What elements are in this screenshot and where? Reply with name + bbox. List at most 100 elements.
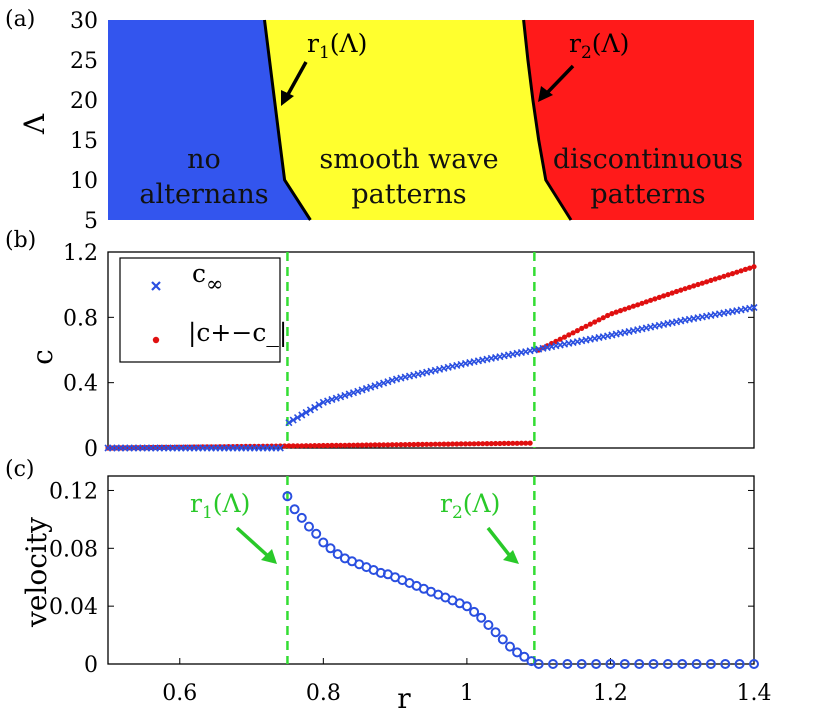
boundary-r1-base: r xyxy=(307,29,319,58)
c-diff-point xyxy=(643,299,649,305)
c-inf-point-stroke xyxy=(440,364,448,372)
c-diff-point xyxy=(325,442,331,449)
c-diff-point xyxy=(411,441,417,448)
c-inf-point-stroke xyxy=(612,330,620,338)
panel-b-ylabel: c xyxy=(26,349,59,365)
c-inf-point-stroke xyxy=(371,382,379,390)
boundary-r1-arrowhead xyxy=(281,90,294,106)
c-inf-point-stroke xyxy=(548,343,556,351)
c-inf-point-stroke xyxy=(380,379,388,387)
c-inf-point xyxy=(293,414,302,422)
panel-b-label: (b) xyxy=(5,228,36,253)
boundary-r1-sub: 1 xyxy=(319,43,330,63)
c-diff-point xyxy=(307,443,313,449)
boundary-r2-base: r xyxy=(569,29,581,58)
velocity-point xyxy=(505,641,515,652)
c-inf-point-stroke xyxy=(401,373,409,381)
c-diff-point xyxy=(437,441,443,447)
c-inf-point-stroke xyxy=(354,387,362,395)
panel-c-series xyxy=(282,491,759,669)
c-inf-point-stroke xyxy=(715,310,724,318)
c-inf-point-stroke xyxy=(453,361,461,369)
panel-c-xtick: 0.6 xyxy=(162,681,197,706)
c-inf-point-stroke xyxy=(586,335,594,343)
c-inf-point-stroke xyxy=(311,403,319,411)
c-inf-point-stroke xyxy=(483,355,491,363)
panel-c-x-ticks: 0.6 0.8 1 1.2 1.4 xyxy=(162,658,772,706)
panel-c-label: (c) xyxy=(5,457,35,482)
c-inf-point xyxy=(276,444,284,452)
velocity-point xyxy=(469,606,480,617)
c-diff-point xyxy=(355,442,361,448)
c-diff-point xyxy=(458,441,464,447)
panel-b-series xyxy=(104,264,758,452)
c-diff-point xyxy=(751,264,757,270)
c-diff-point xyxy=(316,443,322,449)
legend-marker-dot xyxy=(152,336,160,344)
annotation-r2-base: r xyxy=(440,489,452,518)
region-2-line-2: patterns xyxy=(351,179,466,210)
velocity-point xyxy=(490,627,501,638)
c-inf-point-stroke xyxy=(423,368,431,376)
c-inf-point-stroke xyxy=(535,345,543,353)
c-inf-point-stroke xyxy=(405,372,414,380)
c-diff-point xyxy=(320,442,326,449)
region-label-smooth-wave: smooth wave patterns xyxy=(319,144,498,210)
velocity-point xyxy=(483,620,494,630)
annotation-r2-sub: 2 xyxy=(452,503,463,523)
c-inf-point-stroke xyxy=(384,378,392,386)
c-diff-point xyxy=(402,442,408,448)
velocity-point xyxy=(311,528,322,539)
c-diff-point xyxy=(639,300,645,306)
c-diff-point xyxy=(699,280,705,286)
c-diff-point xyxy=(656,294,662,300)
c-inf-point-stroke xyxy=(349,389,358,397)
c-diff-point xyxy=(480,441,486,447)
boundary-r2-sub: 2 xyxy=(581,43,592,63)
boundary-r2-curve xyxy=(522,19,573,221)
c-inf-point-stroke xyxy=(298,411,306,419)
annotation-r1-arrowhead xyxy=(261,549,277,564)
annotation-r2: r2(Λ) xyxy=(440,489,519,564)
c-diff-point xyxy=(716,275,723,281)
velocity-point xyxy=(332,549,343,560)
boundary-r2-arrowhead xyxy=(538,86,553,102)
c-inf-point-stroke xyxy=(625,327,633,336)
velocity-point xyxy=(289,504,300,515)
c-inf-point-stroke xyxy=(388,376,396,384)
velocity-point xyxy=(619,659,630,669)
annotation-r1-label: r1(Λ) xyxy=(190,489,250,523)
panel-a-boundaries xyxy=(263,19,573,221)
velocity-point xyxy=(749,659,759,669)
velocity-point xyxy=(296,512,307,523)
annotation-r1-arrow xyxy=(235,526,270,558)
legend-entry-c-inf: c∞ xyxy=(192,259,224,296)
panel-c-vlines xyxy=(286,476,536,664)
c-diff-point xyxy=(626,305,632,311)
panel-a-ytick: 15 xyxy=(70,129,98,154)
boundary-r1-arg: (Λ) xyxy=(330,29,368,58)
c-diff-point xyxy=(389,442,395,448)
region-smooth-wave xyxy=(264,20,571,220)
panel-c-ytick: 0.12 xyxy=(49,479,98,504)
c-diff-point xyxy=(742,266,749,272)
c-diff-point xyxy=(385,442,391,448)
c-diff-point xyxy=(661,293,667,299)
velocity-point xyxy=(662,659,673,669)
c-inf-point-stroke xyxy=(604,332,612,340)
annotation-r2-arrowhead xyxy=(503,550,519,564)
c-diff-point xyxy=(505,440,512,446)
panel-b-y-ticks: 0 0.4 0.8 1.2 xyxy=(63,241,754,462)
region-discontinuous xyxy=(523,20,754,220)
c-inf-point-stroke xyxy=(560,340,569,348)
c-diff-point xyxy=(376,442,382,448)
velocity-point xyxy=(533,659,544,669)
c-diff-point xyxy=(419,441,425,447)
panel-c-ytick: 0.08 xyxy=(49,537,98,562)
c-diff-point xyxy=(346,442,352,448)
c-inf-point-stroke xyxy=(358,386,366,394)
c-inf-point-stroke xyxy=(621,328,629,336)
panel-c-ylabel: velocity xyxy=(20,517,53,628)
panel-b-ytick: 0 xyxy=(84,437,98,462)
c-diff-point xyxy=(570,330,576,336)
